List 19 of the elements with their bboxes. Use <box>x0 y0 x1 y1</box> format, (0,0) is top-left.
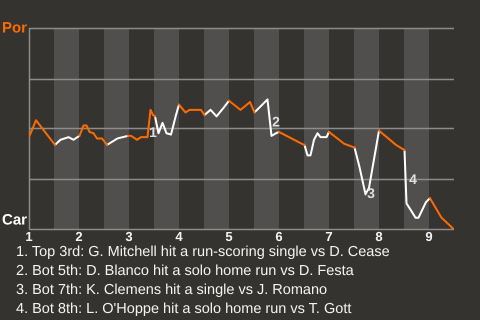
text: 2. Bot 5th: D. Blanco hit a solo home run vs D. Festa <box>16 262 355 281</box>
annotation: 1 <box>149 124 158 140</box>
x-tick-label: 4 <box>175 228 184 244</box>
text: 4. Bot 8th: L. O'Hoppe hit a solo home run vs T. Gott <box>16 300 352 319</box>
annotation: 2 <box>272 114 280 130</box>
x-tick-label: 7 <box>325 228 333 244</box>
x-tick-label: 3 <box>125 228 133 244</box>
x-tick-label: 6 <box>275 228 283 244</box>
x-tick-label: 1 <box>25 228 33 244</box>
x-tick-label: 2 <box>75 228 83 244</box>
annotation: 3 <box>367 185 376 202</box>
ref-line-label: Por <box>2 20 28 37</box>
x-tick-label: 9 <box>425 228 433 244</box>
x-tick-label: 8 <box>375 228 383 244</box>
x-tick-label: 5 <box>225 228 233 244</box>
annotation: 4 <box>409 170 418 187</box>
ref-line-label: Car <box>2 212 28 229</box>
text: 1. Top 3rd: G. Mitchell hit a run-scoring single vs D. Cease <box>16 243 390 262</box>
text: 3. Bot 7th: K. Clemens hit a single vs J. Romano <box>16 281 328 300</box>
